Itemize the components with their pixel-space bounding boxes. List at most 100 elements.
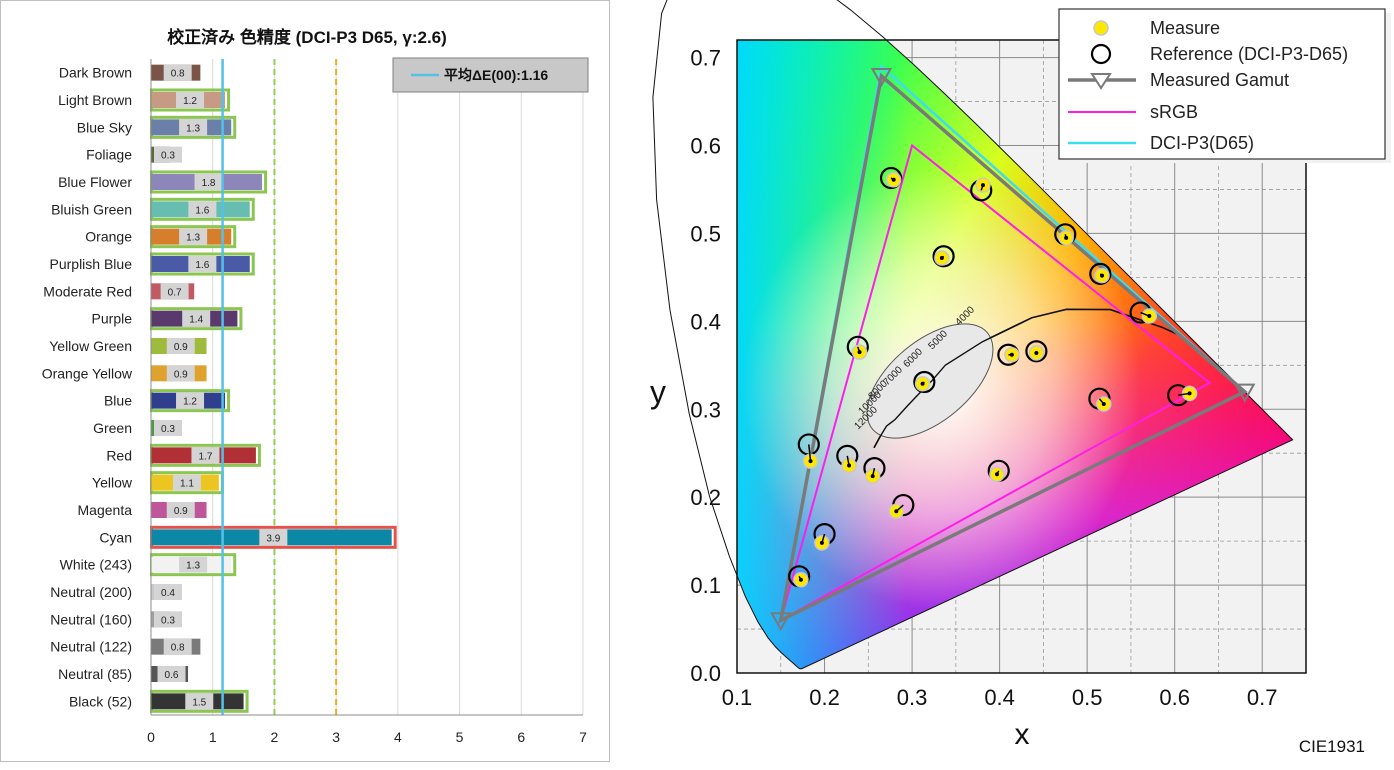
bar-value-label: 0.7 [168,287,182,298]
bar-chart-title: 校正済み 色精度 (DCI-P3 D65, γ:2.6) [167,27,447,47]
bar-category-label: White (243) [60,557,132,573]
cie-plot-frame [736,39,1307,674]
bar-group: 1.6 [150,197,255,221]
cie-y-tick-label: 0.4 [690,309,721,334]
bar-label-bg [191,447,220,464]
bar-label-bg [194,174,223,190]
bar-label-bg [166,365,195,382]
bar-group: 0.7 [151,283,195,300]
patch-point-group [987,459,1010,483]
bar-group: 1.3 [150,115,237,139]
bar-group: 0.8 [151,64,201,81]
patch-point-group [813,522,836,551]
bar-group: 0.3 [151,420,182,436]
cie-x-tick-label: 0.3 [897,685,928,710]
patch-point-group [797,433,820,469]
bar-label-bg [259,529,288,546]
delta-arrow-head [891,177,896,182]
bar-x-tick-label: 5 [456,729,464,745]
patch-point-group [1129,301,1158,324]
cie-y-tick-label: 0.5 [690,221,721,246]
bar-category-label: Foliage [86,147,132,163]
bar-label-bg [176,392,205,409]
bar-value-label: 1.6 [195,260,209,271]
color-accuracy-bar-chart: 校正済み 色精度 (DCI-P3 D65, γ:2.6) 0.8 1.2 1.3 0.… [42,27,589,745]
bar-group: 1.8 [150,170,268,194]
bar-label-bg [154,611,182,628]
bar-category-label: Moderate Red [43,283,132,299]
bar-label-bg [172,474,201,491]
bar-value-label: 0.9 [174,369,188,380]
bar-value-label: 0.8 [171,69,185,80]
bar-value-label: 1.3 [186,561,200,572]
bar-category-label: Blue [104,393,132,409]
bar-x-tick-label: 1 [209,729,217,745]
srgb-triangle [779,143,1212,623]
bar-group: 3.9 [150,525,397,549]
bar-category-label: Blue Flower [58,174,132,190]
cie-y-tick-label: 0.2 [690,485,721,510]
bar-x-tick-label: 2 [271,729,279,745]
bar-group: 0.9 [151,338,207,354]
bar-value-label: 1.8 [202,178,216,189]
spectral-locus-outline [652,0,1294,670]
bar-category-label: Light Brown [58,92,132,108]
delta-arrow-head [798,577,803,582]
bar-label-bg [176,92,205,108]
cie-ylabel: y [650,374,666,410]
cie-legend-label: Measure [1150,18,1220,38]
cie-x-tick-label: 0.7 [1247,685,1278,710]
bar-x-tick-label: 6 [517,729,525,745]
cie-x-tick-label: 0.5 [1072,685,1103,710]
bar-value-label: 0.9 [174,506,188,517]
bar-value-label: 0.6 [165,670,179,681]
bar-label-bg [160,283,189,300]
bar-legend-label: 平均ΔE(00):1.16 [444,67,548,83]
bar-category-label: Orange Yellow [42,365,133,381]
bar-label-bg [179,556,208,573]
patch-point-group [1167,384,1198,407]
delta-arrow-head [1147,314,1152,319]
cie-x-tick-label: 0.1 [722,685,753,710]
color-accuracy-panel: 校正済み 色精度 (DCI-P3 D65, γ:2.6) 0.8 1.2 1.3 0.… [0,0,610,762]
cie-y-tick-label: 0.6 [690,134,721,159]
cie-x-tick-label: 0.4 [984,685,1015,710]
bar-group: 0.6 [151,666,189,682]
bar-grid [212,59,584,715]
delta-arrow-head [1009,352,1014,357]
bar-category-label: Yellow Green [49,338,132,354]
bar-group: 1.4 [150,307,243,331]
bar-value-label: 1.5 [192,697,206,708]
delta-arrow-head [1101,401,1106,406]
bar-label-bg [163,638,192,655]
bar-label-bg [157,666,186,682]
cie-y-tick-label: 0.0 [690,661,721,686]
cie-y-tick-label: 0.3 [690,397,721,422]
bar-label-bg [182,310,211,327]
patch-point-group [888,493,915,519]
reference-point [932,245,955,268]
patch-point-group [1025,340,1048,363]
bar-value-label: 1.3 [186,233,200,244]
delta-arrow-head [1034,350,1039,355]
bar-x-tick-label: 0 [147,729,155,745]
patch-point-group [932,245,955,268]
cie-y-tick-label: 0.1 [690,573,721,598]
cie-chromaticity-panel: 4000 5000 6000 7000 8000 10000 12000 0.1 0.2 0.3… [612,0,1394,765]
bar-value-label: 0.3 [161,615,175,626]
delta-arrow-head [1064,235,1069,240]
bar-group: 1.3 [150,225,237,249]
patch-point-group [1088,387,1112,412]
bar-value-label: 0.4 [161,588,175,599]
delta-arrow-head [819,540,824,545]
bar-value-label: 1.2 [183,397,197,408]
reference-lines [273,59,338,715]
cie-y-tick-label: 0.7 [690,46,721,71]
gamut-vertex-marker [770,612,792,632]
bar-group: 1.1 [150,471,224,495]
bar-label-bg [154,146,182,163]
bar-value-label: 1.4 [189,315,203,326]
bar-value-label: 1.1 [180,479,194,490]
bar-x-tick-label: 4 [394,729,402,745]
